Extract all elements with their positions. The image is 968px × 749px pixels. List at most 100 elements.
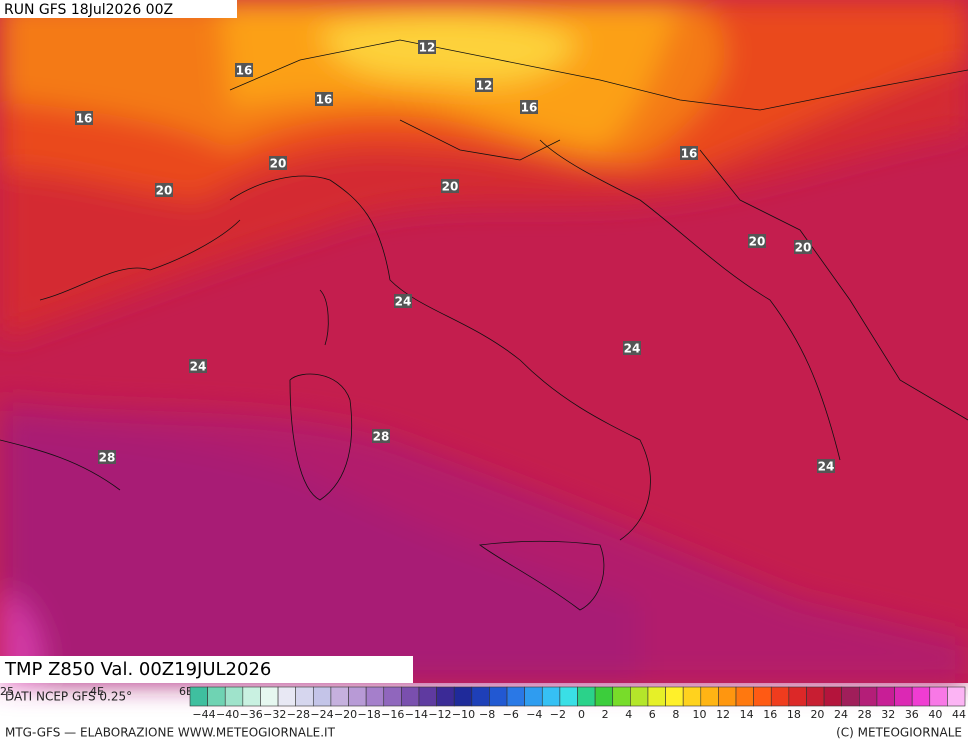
legend-swatch (453, 686, 473, 707)
isotherm-label: 16 (521, 101, 538, 115)
isotherm-label-box (520, 100, 538, 114)
lon-label: 25 (0, 685, 14, 698)
isotherm-labels: 16 12 16 12 16 16 16 20 20 20 20 20 24 24 24 28 28 24 (75, 40, 835, 474)
legend-swatch (506, 686, 525, 707)
legend-label: 36 (905, 708, 919, 721)
legend-swatch (436, 686, 455, 707)
legend-label: 6 (649, 708, 656, 721)
isotherm-label-box (315, 92, 333, 106)
legend-swatch (471, 686, 490, 707)
run-title: RUN GFS 18Jul2026 00Z (4, 2, 173, 18)
legend-swatch (718, 686, 737, 707)
legend-swatch (189, 686, 208, 707)
isotherm-label-box (269, 156, 287, 170)
legend-label: 24 (834, 708, 848, 721)
isotherm-label-box (155, 183, 173, 197)
isotherm-label: 24 (624, 342, 641, 356)
legend-label: 20 (810, 708, 824, 721)
isotherm-label: 20 (749, 235, 766, 249)
legend-label: −16 (381, 708, 404, 721)
legend-swatch (876, 686, 895, 707)
isotherm-label-box (817, 459, 835, 473)
isotherm-label-box (75, 111, 93, 125)
legend-swatch (260, 686, 279, 707)
legend-swatch (348, 686, 367, 707)
legend-label: 28 (858, 708, 872, 721)
color-legend: −44 −40 −36 −32 −28 −24 −20 −18 −16 −14 −12 −10 −8 −6… (189, 686, 966, 721)
legend-swatch (489, 686, 508, 707)
legend-label: −8 (479, 708, 495, 721)
legend-swatch (277, 686, 296, 707)
legend-label: −20 (334, 708, 357, 721)
isotherm-label: 12 (476, 79, 493, 93)
isotherm-label-box (372, 429, 390, 443)
legend-label: −36 (240, 708, 263, 721)
legend-swatch (859, 686, 878, 707)
legend-label: −28 (287, 708, 310, 721)
legend-swatch (735, 686, 754, 707)
legend-swatch (242, 686, 261, 707)
legend-swatch (541, 686, 561, 707)
isotherm-label: 16 (76, 112, 93, 126)
legend-swatch (365, 686, 385, 707)
isotherm-label: 24 (818, 460, 835, 474)
lon-label: 6E (179, 685, 193, 698)
legend-label: 2 (602, 708, 609, 721)
legend-label: −2 (550, 708, 566, 721)
legend-label: 10 (692, 708, 706, 721)
isotherm-label: 16 (681, 147, 698, 161)
legend-label: −24 (310, 708, 333, 721)
field-title: TMP Z850 Val. 00Z19JUL2026 (4, 659, 271, 680)
legend-swatch (665, 686, 684, 707)
temperature-field (0, 0, 968, 683)
legend-label: −18 (358, 708, 381, 721)
legend-swatch (947, 686, 966, 707)
legend-swatch (788, 686, 807, 707)
legend-label: 0 (578, 708, 585, 721)
legend-swatch (770, 686, 790, 707)
legend-label: −44 (192, 708, 215, 721)
isotherm-label: 12 (419, 41, 436, 55)
isotherm-label: 24 (395, 295, 412, 309)
legend-label: 32 (881, 708, 895, 721)
legend-swatch (383, 686, 402, 707)
legend-label: −6 (503, 708, 519, 721)
source: DATI NCEP GFS 0.25° (5, 690, 132, 704)
legend-label: −4 (526, 708, 542, 721)
legend-swatch (682, 686, 702, 707)
isotherm-label: 24 (190, 360, 207, 374)
isotherm-label: 20 (156, 184, 173, 198)
legend-swatch (612, 686, 631, 707)
legend-label: −12 (428, 708, 451, 721)
copyright: (C) METEOGIORNALE (836, 726, 962, 740)
legend-swatch (559, 686, 578, 707)
field-box (0, 656, 413, 683)
isotherm-label-box (235, 63, 253, 77)
legend-swatch (911, 686, 931, 707)
lon-label: 4E (90, 685, 104, 698)
legend-label: 8 (672, 708, 679, 721)
legend-swatch (295, 686, 314, 707)
isotherm-label-box (441, 179, 459, 193)
legend-swatch (207, 686, 226, 707)
isotherm-label-box (680, 146, 698, 160)
legend-label: 40 (928, 708, 942, 721)
isotherm-label: 20 (270, 157, 287, 171)
legend-swatch (312, 686, 332, 707)
legend-label: 12 (716, 708, 730, 721)
isotherm-label-box (623, 341, 641, 355)
isotherm-label-box (418, 40, 436, 54)
lon-labels: 25 4E 6E (0, 685, 193, 698)
isotherm-label-box (748, 234, 766, 248)
header-box (0, 0, 237, 18)
legend-swatch (806, 686, 825, 707)
isotherm-label: 16 (316, 93, 333, 107)
legend-swatch (841, 686, 860, 707)
legend-swatch (630, 686, 649, 707)
legend-label: −14 (405, 708, 428, 721)
legend-swatch (418, 686, 437, 707)
isotherm-label: 28 (99, 451, 116, 465)
legend-label: −40 (216, 708, 239, 721)
legend-label: 16 (763, 708, 777, 721)
isotherm-label-box (394, 294, 412, 308)
